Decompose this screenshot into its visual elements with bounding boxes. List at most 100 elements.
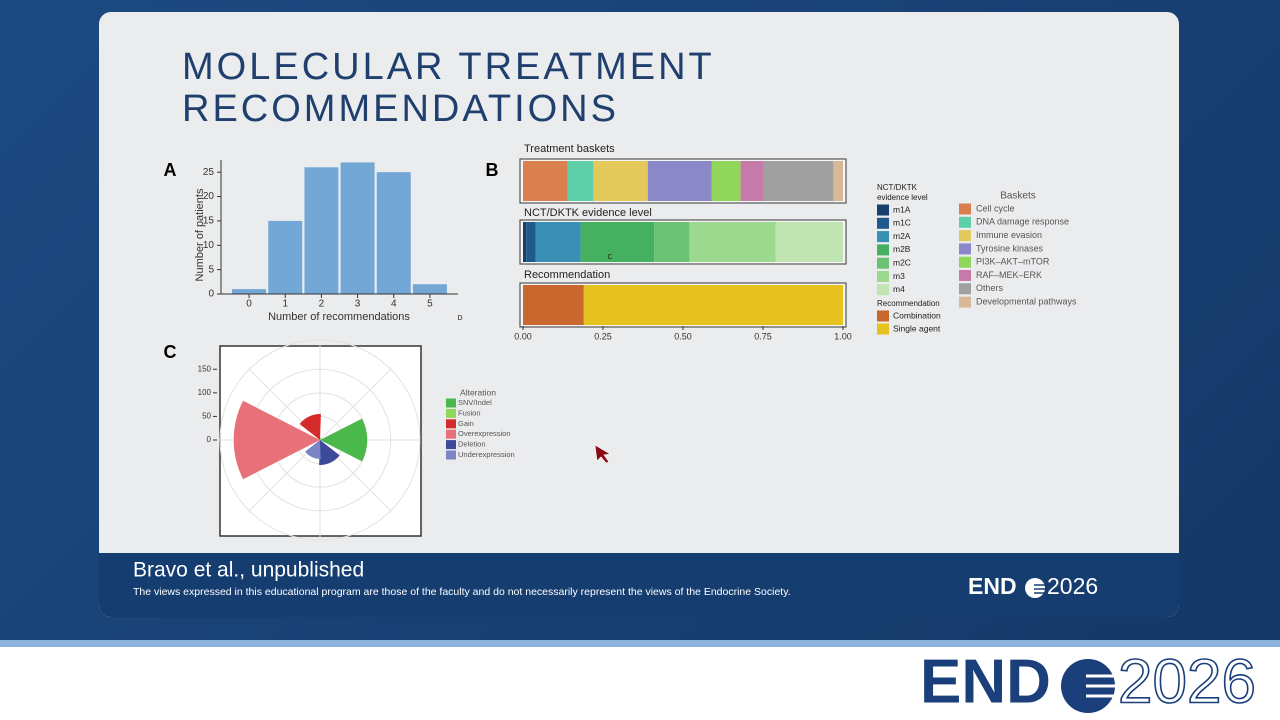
y-tick-label: 25: [203, 167, 215, 178]
wedge: [320, 418, 368, 462]
bar: [304, 167, 339, 294]
bar: [268, 220, 303, 294]
banner-logo-text: 2026: [1118, 647, 1256, 716]
legend-label: Immune evasion: [976, 230, 1042, 240]
legend-swatch: [959, 256, 971, 268]
y-axis-label: Number of patients: [194, 188, 206, 281]
legend-swatch: [959, 243, 971, 255]
x-tick-label: 0: [246, 299, 252, 310]
legend-label: Cell cycle: [976, 203, 1015, 213]
bar-segment: [833, 161, 843, 201]
y-tick-label: 15: [203, 216, 215, 227]
legend-swatch: [877, 217, 889, 229]
y-tick-label: 5: [208, 264, 214, 275]
legend-swatch: [959, 203, 971, 215]
legend-title: Alteration: [460, 387, 496, 397]
legend-title: Baskets: [1000, 191, 1036, 202]
y-tick-label: 0: [208, 289, 214, 300]
citation: Bravo et al., unpublished: [133, 559, 364, 582]
logo-icon: [1025, 578, 1045, 598]
bar-segment: [523, 222, 527, 262]
legend-swatch: [877, 310, 889, 322]
bar: [376, 172, 411, 294]
r-tick-label: 150: [198, 364, 212, 373]
wedge: [320, 437, 323, 440]
slide-title: MOLECULAR TREATMENT RECOMMENDATIONS: [182, 46, 715, 130]
bar-segment: [689, 222, 776, 262]
banner-logo-text: END: [920, 647, 1051, 716]
legend-swatch: [446, 398, 456, 408]
legend-label: m2A: [893, 231, 911, 241]
panel-label: C: [164, 342, 177, 362]
slide-footer: [99, 553, 1179, 617]
legend-swatch: [877, 323, 889, 335]
y-tick-label: 10: [203, 240, 215, 251]
legend-swatch: [877, 231, 889, 243]
bar: [340, 162, 375, 294]
r-tick-label: 100: [198, 388, 212, 397]
x-tick-label: 4: [391, 299, 397, 310]
legend-label: Others: [976, 283, 1004, 293]
y-tick-label: 20: [203, 191, 215, 202]
legend-label: Tyrosine kinases: [976, 243, 1044, 253]
disclaimer: The views expressed in this educational …: [133, 586, 791, 598]
x-tick-label: 2: [319, 299, 325, 310]
logo-text: END: [968, 573, 1017, 599]
legend-label: PI3K–AKT–mTOR: [976, 257, 1050, 267]
legend-label: Single agent: [893, 323, 941, 333]
bar-segment: [654, 222, 690, 262]
legend-swatch: [959, 283, 971, 295]
bar-segment: [711, 161, 741, 201]
legend-label: m1A: [893, 204, 911, 214]
annotation: C: [607, 254, 612, 261]
cursor: [594, 444, 611, 464]
legend-label: Developmental pathways: [976, 296, 1077, 306]
bar-segment: [526, 222, 536, 262]
legend-swatch: [877, 271, 889, 282]
legend-label: Overexpression: [458, 429, 511, 438]
x-tick-label: 0.00: [514, 331, 532, 341]
x-tick-label: 1: [282, 299, 288, 310]
legend-swatch: [446, 440, 456, 450]
wedge: [233, 400, 320, 480]
outer-ring: [219, 339, 421, 541]
legend-swatch: [446, 408, 456, 418]
legend-label: m2C: [893, 257, 911, 267]
spoke: [319, 368, 392, 441]
bar-title: NCT/DKTK evidence level: [524, 207, 652, 219]
legend-swatch: [959, 296, 971, 308]
bar-segment: [775, 222, 843, 262]
legend-label: Fusion: [458, 408, 481, 417]
legend-title: Recommendation: [877, 299, 940, 308]
bar: [232, 289, 267, 294]
legend-swatch: [446, 419, 456, 429]
wedge: [319, 440, 340, 465]
r-tick-label: 0: [207, 435, 212, 444]
x-tick-label: 0.25: [594, 331, 612, 341]
legend-label: Deletion: [458, 440, 486, 449]
legend-label: m2B: [893, 244, 911, 254]
bar-segment: [535, 222, 581, 262]
legend-label: m3: [893, 271, 905, 281]
legend-swatch: [877, 284, 889, 296]
bar-segment: [647, 161, 712, 201]
legend-label: DNA damage response: [976, 217, 1069, 227]
legend-swatch: [959, 270, 971, 281]
bar-segment: [580, 222, 655, 262]
legend-label: SNV/Indel: [458, 398, 492, 407]
legend-label: Underexpression: [458, 450, 515, 459]
legend-swatch: [446, 429, 456, 439]
x-tick-label: 5: [427, 299, 433, 310]
bar-segment: [567, 161, 594, 201]
annotation: D: [457, 315, 462, 322]
legend-swatch: [959, 230, 971, 242]
bar: [412, 284, 447, 294]
legend-label: RAF–MEK–ERK: [976, 270, 1042, 280]
legend-label: Gain: [458, 419, 474, 428]
legend-swatch: [877, 257, 889, 269]
x-axis-label: Number of recommendations: [268, 311, 410, 323]
x-tick-label: 3: [355, 299, 361, 310]
banner-logo-icon: [1061, 659, 1116, 713]
bar-segment: [523, 285, 584, 325]
